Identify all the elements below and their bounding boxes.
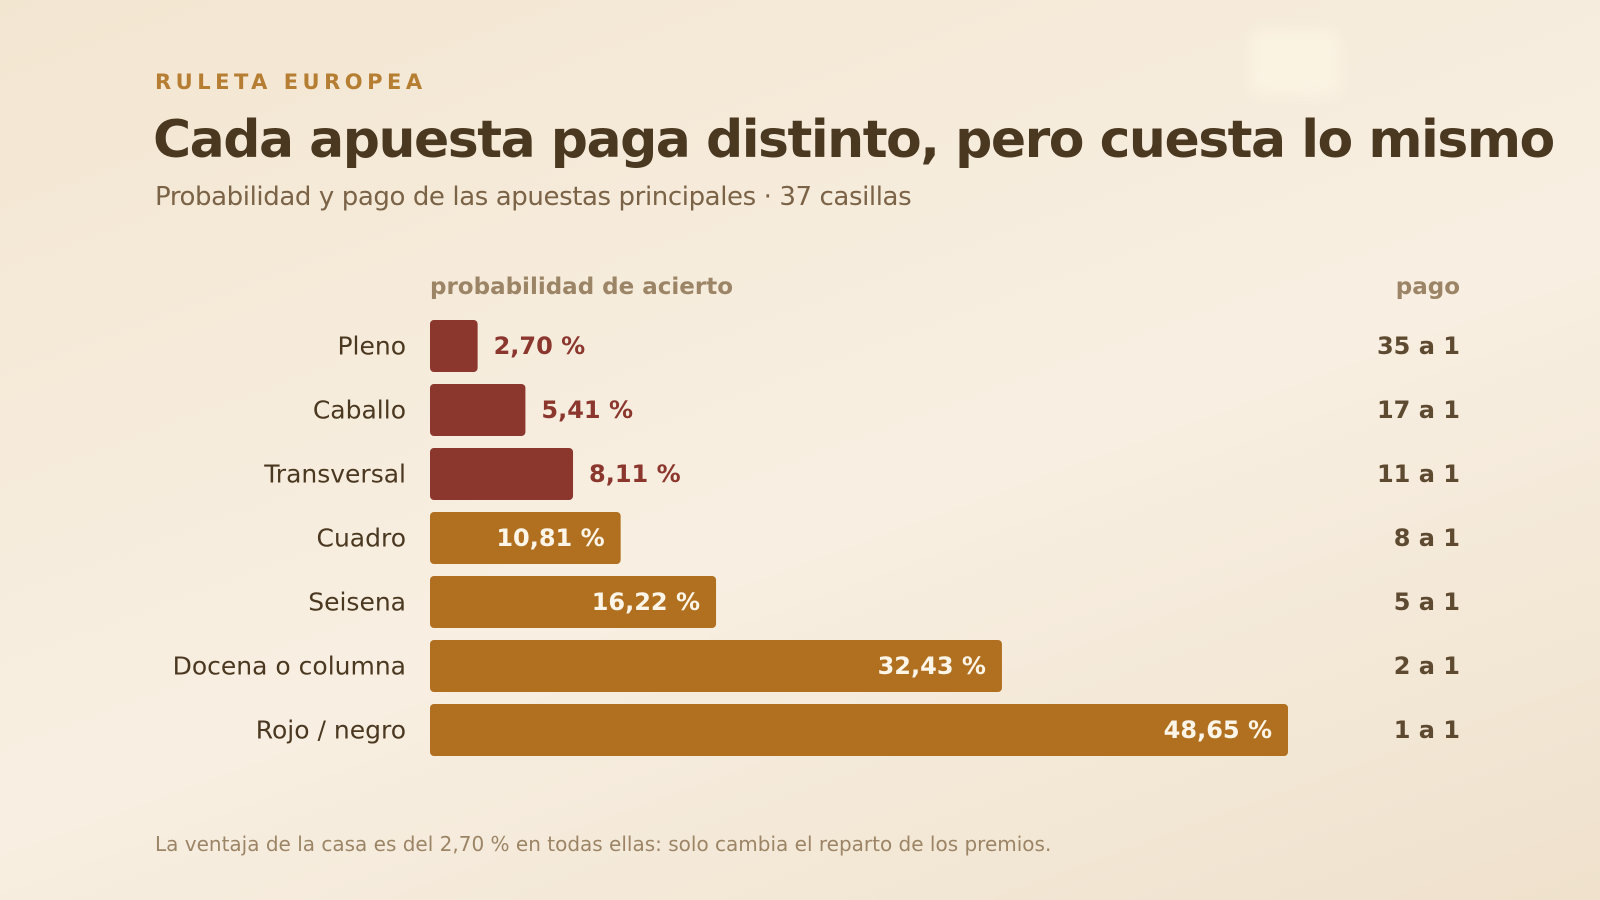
payout-column-header: pago	[1395, 274, 1460, 300]
value-label: 10,81 %	[496, 524, 604, 552]
chart-subtitle: Probabilidad y pago de las apuestas prin…	[155, 182, 912, 212]
value-label: 8,11 %	[589, 460, 681, 488]
payout-label: 5 a 1	[1394, 588, 1460, 616]
payout-label: 35 a 1	[1377, 332, 1460, 360]
bar	[430, 704, 1288, 756]
value-label: 2,70 %	[494, 332, 586, 360]
value-label: 5,41 %	[541, 396, 633, 424]
bar	[430, 384, 526, 436]
value-label: 48,65 %	[1164, 716, 1272, 744]
payout-label: 2 a 1	[1394, 652, 1460, 680]
value-label: 32,43 %	[878, 652, 986, 680]
value-label: 16,22 %	[592, 588, 700, 616]
chart-title: Cada apuesta paga distinto, pero cuesta …	[153, 110, 1555, 170]
footnote: La ventaja de la casa es del 2,70 % en t…	[155, 832, 1052, 856]
category-label: Transversal	[263, 460, 406, 489]
payout-label: 17 a 1	[1377, 396, 1460, 424]
payout-label: 1 a 1	[1394, 716, 1460, 744]
bar	[430, 448, 574, 500]
category-label: Rojo / negro	[256, 716, 406, 745]
category-label: Seisena	[308, 588, 406, 617]
category-label: Caballo	[313, 396, 406, 425]
bar	[430, 320, 478, 372]
bar	[430, 512, 621, 564]
category-label: Docena o columna	[173, 652, 406, 681]
category-label: Pleno	[337, 332, 406, 361]
probability-axis-label: probabilidad de acierto	[430, 274, 734, 300]
bar	[430, 640, 1002, 692]
background-glow	[1250, 30, 1340, 95]
payout-label: 8 a 1	[1394, 524, 1460, 552]
category-label: Cuadro	[316, 524, 406, 553]
bar	[430, 576, 717, 628]
chart-eyebrow: RULETA EUROPEA	[155, 70, 427, 94]
payout-label: 11 a 1	[1377, 460, 1460, 488]
